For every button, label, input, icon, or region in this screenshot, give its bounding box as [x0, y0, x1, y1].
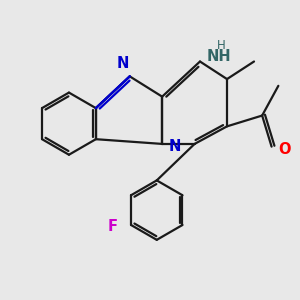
Text: H: H	[217, 39, 226, 52]
Text: N: N	[169, 139, 181, 154]
Text: F: F	[107, 219, 118, 234]
Text: N: N	[117, 56, 129, 71]
Text: O: O	[278, 142, 291, 157]
Text: NH: NH	[207, 49, 231, 64]
